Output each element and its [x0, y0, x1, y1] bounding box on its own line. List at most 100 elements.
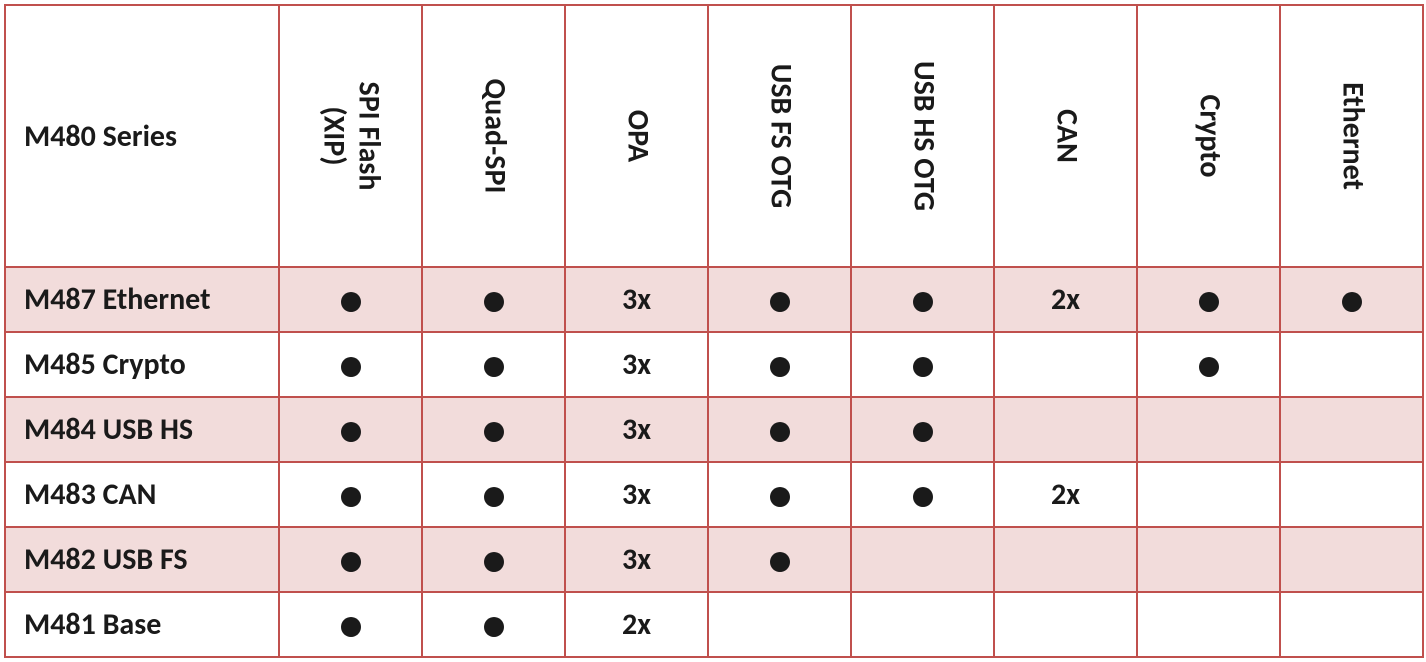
dot-icon — [770, 487, 790, 507]
column-header-usb_fs: USB FS OTG — [708, 5, 851, 267]
cell-quad_spi — [422, 462, 565, 527]
cell-crypto — [1137, 397, 1280, 462]
column-header-label: Crypto — [1191, 94, 1226, 177]
row-name: M485 Crypto — [5, 332, 279, 397]
cell-usb_fs — [708, 332, 851, 397]
dot-icon — [484, 617, 504, 637]
cell-quad_spi — [422, 397, 565, 462]
table-row: M482 USB FS 3x — [5, 527, 1423, 592]
dot-icon — [484, 292, 504, 312]
cell-crypto — [1137, 592, 1280, 657]
cell-can: 2x — [994, 462, 1137, 527]
row-name: M482 USB FS — [5, 527, 279, 592]
dot-icon — [341, 422, 361, 442]
dot-icon — [341, 292, 361, 312]
row-name: M483 CAN — [5, 462, 279, 527]
cell-usb_hs — [851, 592, 994, 657]
cell-can: 2x — [994, 267, 1137, 332]
cell-usb_fs — [708, 397, 851, 462]
cell-spi_flash — [279, 332, 422, 397]
cell-usb_hs — [851, 397, 994, 462]
dot-icon — [341, 617, 361, 637]
dot-icon — [341, 552, 361, 572]
table-row: M484 USB HS 3x — [5, 397, 1423, 462]
column-header-label: OPA — [619, 110, 654, 162]
column-header-opa: OPA — [565, 5, 708, 267]
header-row: M480 Series SPI Flash(XIP) Quad-SPI OPA USB… — [5, 5, 1423, 267]
cell-ethernet — [1280, 267, 1423, 332]
cell-spi_flash — [279, 462, 422, 527]
table-row: M487 Ethernet 3x 2x — [5, 267, 1423, 332]
column-header-spi_flash: SPI Flash(XIP) — [279, 5, 422, 267]
cell-usb_fs — [708, 267, 851, 332]
cell-opa: 3x — [565, 267, 708, 332]
cell-usb_hs — [851, 527, 994, 592]
cell-ethernet — [1280, 462, 1423, 527]
cell-opa: 2x — [565, 592, 708, 657]
dot-icon — [770, 552, 790, 572]
dot-icon — [484, 357, 504, 377]
dot-icon — [341, 357, 361, 377]
row-name: M481 Base — [5, 592, 279, 657]
column-header-can: CAN — [994, 5, 1137, 267]
cell-opa: 3x — [565, 332, 708, 397]
cell-ethernet — [1280, 592, 1423, 657]
column-header-label: CAN — [1048, 109, 1083, 163]
cell-quad_spi — [422, 592, 565, 657]
cell-usb_hs — [851, 332, 994, 397]
column-header-crypto: Crypto — [1137, 5, 1280, 267]
table-row: M485 Crypto 3x — [5, 332, 1423, 397]
cell-can — [994, 397, 1137, 462]
cell-opa: 3x — [565, 527, 708, 592]
table-title: M480 Series — [5, 5, 279, 267]
column-header-quad_spi: Quad-SPI — [422, 5, 565, 267]
cell-can — [994, 527, 1137, 592]
cell-usb_hs — [851, 267, 994, 332]
dot-icon — [1199, 357, 1219, 377]
cell-can — [994, 592, 1137, 657]
cell-spi_flash — [279, 592, 422, 657]
dot-icon — [1199, 292, 1219, 312]
table-row: M483 CAN 3x 2x — [5, 462, 1423, 527]
dot-icon — [913, 357, 933, 377]
cell-ethernet — [1280, 332, 1423, 397]
cell-quad_spi — [422, 527, 565, 592]
table-row: M481 Base 2x — [5, 592, 1423, 657]
dot-icon — [770, 292, 790, 312]
column-header-label: Quad-SPI — [476, 79, 511, 194]
cell-crypto — [1137, 462, 1280, 527]
row-name: M487 Ethernet — [5, 267, 279, 332]
cell-usb_fs — [708, 462, 851, 527]
cell-can — [994, 332, 1137, 397]
cell-opa: 3x — [565, 397, 708, 462]
column-header-label: Ethernet — [1334, 82, 1369, 190]
cell-usb_fs — [708, 527, 851, 592]
dot-icon — [484, 422, 504, 442]
dot-icon — [913, 422, 933, 442]
cell-quad_spi — [422, 267, 565, 332]
dot-icon — [770, 422, 790, 442]
cell-usb_fs — [708, 592, 851, 657]
cell-crypto — [1137, 332, 1280, 397]
dot-icon — [484, 552, 504, 572]
cell-crypto — [1137, 527, 1280, 592]
m480-series-table: M480 Series SPI Flash(XIP) Quad-SPI OPA USB… — [4, 4, 1424, 658]
row-name: M484 USB HS — [5, 397, 279, 462]
column-header-label: SPI Flash(XIP) — [316, 82, 385, 191]
column-header-label: USB FS OTG — [762, 64, 797, 208]
column-header-ethernet: Ethernet — [1280, 5, 1423, 267]
cell-ethernet — [1280, 397, 1423, 462]
dot-icon — [770, 357, 790, 377]
dot-icon — [913, 487, 933, 507]
cell-usb_hs — [851, 462, 994, 527]
cell-spi_flash — [279, 397, 422, 462]
cell-ethernet — [1280, 527, 1423, 592]
cell-spi_flash — [279, 267, 422, 332]
cell-opa: 3x — [565, 462, 708, 527]
dot-icon — [484, 487, 504, 507]
cell-quad_spi — [422, 332, 565, 397]
cell-spi_flash — [279, 527, 422, 592]
cell-crypto — [1137, 267, 1280, 332]
dot-icon — [1342, 292, 1362, 312]
dot-icon — [913, 292, 933, 312]
